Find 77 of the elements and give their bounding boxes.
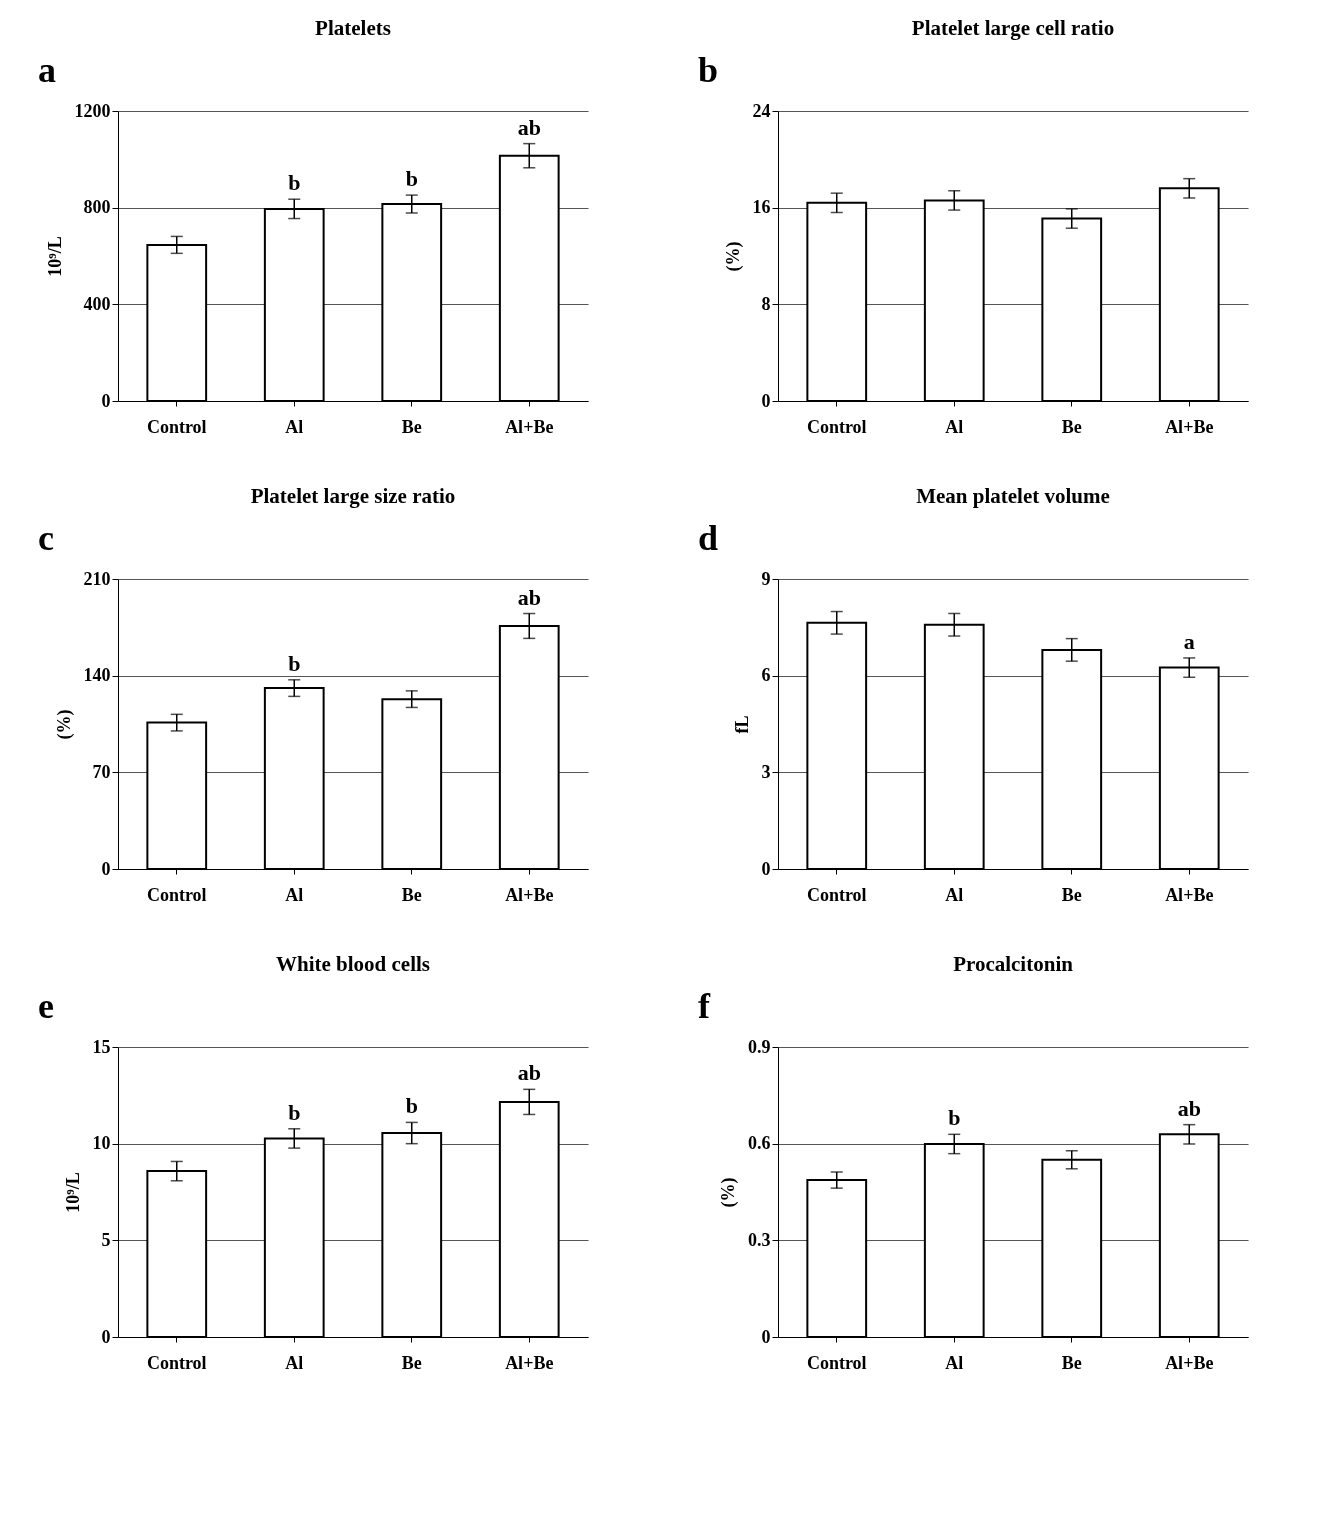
y-tick-label: 9 xyxy=(761,568,771,589)
y-axis-title: (%) xyxy=(53,709,75,740)
chart-title: Platelet large size ratio xyxy=(250,484,456,508)
x-tick-label: Al+Be xyxy=(505,416,554,437)
text: a xyxy=(38,50,56,90)
x-tick-label: Al+Be xyxy=(505,1352,554,1373)
annotation: b xyxy=(405,166,418,192)
chart-title: Mean platelet volume xyxy=(916,484,1110,508)
chart-title: Platelet large cell ratio xyxy=(911,16,1115,40)
y-tick-label: 0 xyxy=(101,390,111,411)
chart-title: Platelets xyxy=(315,16,391,40)
x-tick-label: Control xyxy=(806,1352,867,1373)
annotation: ab xyxy=(517,1060,541,1086)
y-tick-label: 10 xyxy=(92,1133,111,1154)
y-tick-label: 8 xyxy=(761,293,771,314)
y-tick-label: 70 xyxy=(92,761,111,782)
x-tick-label: Al xyxy=(945,1352,964,1373)
annotation: b xyxy=(948,1105,961,1131)
annotation: ab xyxy=(1177,1095,1201,1121)
chart-title: Procalcitonin xyxy=(953,952,1074,976)
y-tick-label: 5 xyxy=(101,1229,111,1250)
x-tick-label: Al+Be xyxy=(505,884,554,905)
annotation: b xyxy=(288,170,301,196)
x-tick-label: Al+Be xyxy=(1165,884,1214,905)
annotation: b xyxy=(288,1099,301,1125)
y-tick-label: 15 xyxy=(92,1036,111,1057)
x-tick-label: Be xyxy=(401,884,422,905)
annotation: ab xyxy=(517,584,541,610)
x-tick-label: Be xyxy=(1061,416,1082,437)
annotation: b xyxy=(405,1093,418,1119)
x-tick-label: Control xyxy=(146,884,207,905)
x-tick-label: Be xyxy=(401,1352,422,1373)
y-tick-label: 6 xyxy=(761,665,771,686)
annotation: ab xyxy=(517,114,541,140)
y-tick-label: 24 xyxy=(752,100,771,121)
y-tick-label: 140 xyxy=(83,665,111,686)
x-tick-label: Control xyxy=(806,416,867,437)
x-tick-label: Be xyxy=(1061,884,1082,905)
chart-title: White blood cells xyxy=(275,952,431,976)
x-tick-label: Al xyxy=(285,884,304,905)
x-tick-label: Control xyxy=(146,1352,207,1373)
y-tick-label: 1200 xyxy=(74,100,111,121)
y-axis-title: fL xyxy=(731,715,752,734)
y-tick-label: 0 xyxy=(101,1326,111,1347)
y-axis-title: 10⁹/L xyxy=(62,1172,83,1213)
x-tick-label: Al+Be xyxy=(1165,1352,1214,1373)
y-tick-label: 0.6 xyxy=(748,1133,771,1154)
y-tick-label: 0 xyxy=(761,858,771,879)
x-tick-label: Al xyxy=(285,416,304,437)
y-tick-label: 0 xyxy=(101,858,111,879)
text: d xyxy=(698,518,719,558)
annotation: b xyxy=(288,650,301,676)
x-tick-label: Be xyxy=(1061,1352,1082,1373)
x-tick-label: Al xyxy=(285,1352,304,1373)
text: c xyxy=(38,518,54,558)
y-tick-label: 400 xyxy=(83,293,111,314)
y-tick-label: 0 xyxy=(761,390,771,411)
text: f xyxy=(698,986,711,1026)
x-tick-label: Al xyxy=(945,884,964,905)
y-tick-label: 16 xyxy=(752,197,771,218)
text: b xyxy=(698,50,719,90)
y-axis-title: (%) xyxy=(722,241,744,272)
x-tick-label: Be xyxy=(401,416,422,437)
y-tick-label: 0.3 xyxy=(748,1229,771,1250)
x-tick-label: Control xyxy=(146,416,207,437)
y-tick-label: 0.9 xyxy=(748,1036,771,1057)
y-axis-title: 10⁹/L xyxy=(44,236,65,277)
y-tick-label: 800 xyxy=(83,197,111,218)
y-tick-label: 210 xyxy=(83,568,111,589)
y-tick-label: 3 xyxy=(761,761,771,782)
y-axis-title: (%) xyxy=(718,1177,739,1208)
x-tick-label: Al+Be xyxy=(1165,416,1214,437)
y-tick-label: 0 xyxy=(761,1326,771,1347)
x-tick-label: Control xyxy=(806,884,867,905)
annotation: a xyxy=(1183,628,1195,654)
text: e xyxy=(38,986,54,1026)
x-tick-label: Al xyxy=(945,416,964,437)
